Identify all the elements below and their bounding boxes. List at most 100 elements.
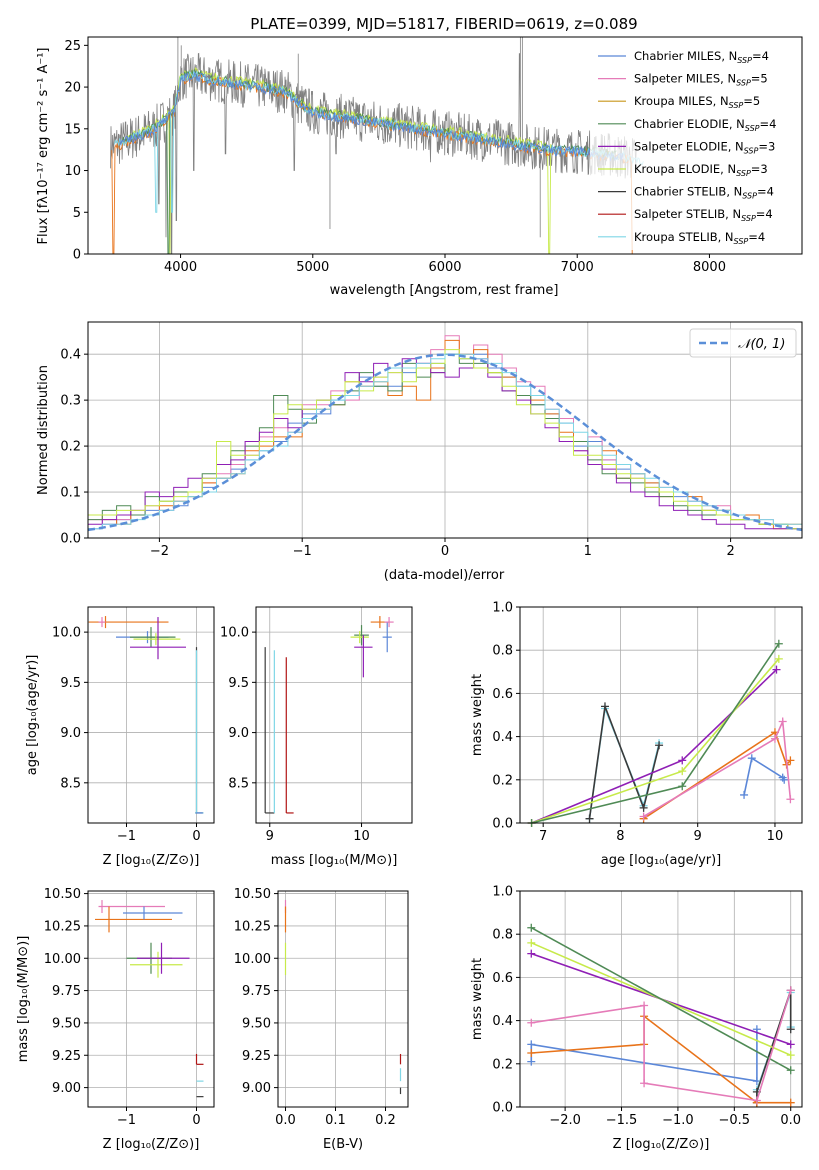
- weight-point-marker: [780, 775, 789, 784]
- y-tick-label: 1.0: [492, 601, 513, 616]
- spectrum-legend-label: Chabrier ELODIE, NSSP=4: [634, 117, 776, 133]
- spectrum-ylabel: Flux [fλ10⁻¹⁷ erg cm⁻² s⁻¹ A⁻¹]: [36, 48, 51, 245]
- x-tick-label: 9: [266, 829, 274, 844]
- weight-age-xlabel: age [log₁₀(age/yr)]: [601, 853, 722, 868]
- y-tick-label: 0.6: [492, 687, 513, 702]
- y-tick-label: 0.2: [492, 1057, 513, 1072]
- panel-spectrum: PLATE=0399, MJD=51817, FIBERID=0619, z=0…: [36, 15, 803, 298]
- residual-legend: 𝒩(0, 1): [689, 328, 797, 358]
- y-tick-label: 9.0: [60, 726, 81, 741]
- x-tick-label: −0.5: [719, 1113, 751, 1128]
- y-tick-label: 8.5: [228, 776, 249, 791]
- x-tick-label: 5000: [296, 260, 329, 275]
- weight-point-marker: [778, 717, 787, 726]
- y-tick-label: 25: [64, 39, 81, 54]
- weight-point-marker: [786, 986, 795, 995]
- x-tick-label: 8: [616, 829, 624, 844]
- panel-mass-vs-extinction: 0.0 0.1 0.2 9.00 9.25 9.50 9.75 10.00 10.25 10.50…: [234, 887, 409, 1152]
- y-tick-label: 15: [64, 122, 81, 137]
- spectrum-legend-label: Chabrier MILES, NSSP=4: [634, 49, 769, 65]
- y-tick-label: 0.0: [60, 532, 81, 547]
- y-tick-label: 0.2: [60, 440, 81, 455]
- weight-point-marker: [639, 803, 648, 812]
- histogram-series: [88, 353, 802, 530]
- weight-point-marker: [772, 665, 781, 674]
- panel-weight-vs-age: 7 8 9 10 0.0 0.2 0.4 0.6 0.8 1.0 age [log₁₀(age/y…: [470, 601, 803, 868]
- y-tick-label: 10.00: [234, 952, 271, 967]
- x-tick-label: −1.5: [606, 1113, 638, 1128]
- x-tick-label: 2: [726, 544, 734, 559]
- weight-point-marker: [678, 756, 687, 765]
- weight-point-marker: [786, 1025, 795, 1034]
- age-metallicity-ylabel: age [log₁₀(age/yr)]: [25, 655, 40, 776]
- panel-mass-vs-metallicity: −1 0 9.00 9.25 9.50 9.75 10.00 10.25 10.50 Z [lo…: [16, 887, 215, 1152]
- spectrum-title: PLATE=0399, MJD=51817, FIBERID=0619, z=0…: [250, 15, 637, 33]
- weight-point-marker: [527, 923, 536, 932]
- spectrum-legend-label: Salpeter STELIB, NSSP=4: [634, 207, 773, 223]
- y-tick-label: 10.00: [44, 952, 81, 967]
- y-tick-label: 0.4: [492, 1014, 513, 1029]
- y-tick-label: 9.75: [242, 984, 271, 999]
- weight-point-marker: [740, 790, 749, 799]
- y-tick-label: 0.8: [492, 928, 513, 943]
- y-tick-label: 0: [73, 248, 81, 263]
- weight-point-marker: [774, 639, 783, 648]
- y-tick-label: 10.50: [44, 887, 81, 902]
- x-tick-label: 10: [767, 829, 784, 844]
- spectrum-xlabel: wavelength [Angstrom, rest frame]: [330, 283, 559, 298]
- x-tick-label: 0.1: [325, 1113, 346, 1128]
- age-metallicity-frame: [87, 606, 215, 824]
- y-tick-label: 0.0: [492, 817, 513, 832]
- spectrum-legend-label: Chabrier STELIB, NSSP=4: [634, 185, 774, 201]
- weight-point-marker: [786, 1051, 795, 1060]
- spectrum-data-line: [110, 52, 638, 255]
- x-tick-label: −1: [117, 829, 136, 844]
- x-tick-label: 1: [584, 544, 592, 559]
- weight-point-marker: [639, 812, 648, 821]
- x-tick-label: 4000: [164, 260, 197, 275]
- mass-metallicity-xlabel: Z [log₁₀(Z/Z⊙)]: [103, 1137, 200, 1152]
- x-tick-label: 7000: [561, 260, 594, 275]
- x-tick-label: 6000: [428, 260, 461, 275]
- weight-point-marker: [770, 734, 779, 743]
- spectrum-lines: [110, 37, 644, 255]
- residual-ylabel: Normed distribution: [36, 365, 51, 495]
- x-tick-label: 0: [441, 544, 449, 559]
- x-tick-label: 0.2: [375, 1113, 396, 1128]
- y-tick-label: 10.0: [52, 626, 81, 641]
- y-tick-label: 0.1: [60, 486, 81, 501]
- y-tick-label: 9.00: [52, 1081, 81, 1096]
- y-tick-label: 20: [64, 81, 81, 96]
- weight-point-marker: [527, 938, 536, 947]
- y-tick-label: 9.75: [52, 984, 81, 999]
- y-tick-label: 9.00: [242, 1081, 271, 1096]
- mass-metallicity-points: [95, 900, 204, 1098]
- weight-point-marker: [527, 1057, 536, 1066]
- y-tick-label: 10: [64, 164, 81, 179]
- mass-extinction-xlabel: E(B-V): [323, 1137, 363, 1152]
- y-tick-label: 10.25: [44, 919, 81, 934]
- age-mass-xlabel: mass [log₁₀(M/M⊙)]: [271, 853, 398, 868]
- y-tick-label: 10.25: [234, 919, 271, 934]
- y-tick-label: 9.5: [60, 676, 81, 691]
- panel-weight-vs-metallicity: −2.0 −1.5 −1.0 −0.5 0.0 0.0 0.2 0.4 0.6 0.8 1.0 Z …: [470, 885, 803, 1152]
- weight-point-marker: [527, 1018, 536, 1027]
- y-tick-label: 1.0: [492, 885, 513, 900]
- residual-legend-box: [689, 328, 797, 358]
- residual-xlabel: (data-model)/error: [384, 568, 505, 583]
- panel-age-vs-mass: 9 10 8.5 9.0 9.5 10.0 mass [log₁₀(M/M⊙)]: [220, 606, 413, 868]
- age-mass-points: [264, 616, 394, 814]
- x-tick-label: 7: [539, 829, 547, 844]
- weight-point-marker: [655, 741, 664, 750]
- weight-point-marker: [640, 1001, 649, 1010]
- weight-point-marker: [527, 1049, 536, 1057]
- mass-metallicity-frame: [87, 890, 215, 1108]
- weight-metallicity-frame: [519, 890, 803, 1108]
- y-tick-label: 0.4: [60, 348, 81, 363]
- y-tick-label: 10.0: [220, 626, 249, 641]
- spectrum-legend-label: Salpeter ELODIE, NSSP=3: [634, 139, 775, 155]
- mass-extinction-frame: [277, 890, 409, 1108]
- y-tick-label: 9.25: [242, 1049, 271, 1064]
- spectrum-legend: Chabrier MILES, NSSP=4 Salpeter MILES, NS…: [590, 43, 796, 250]
